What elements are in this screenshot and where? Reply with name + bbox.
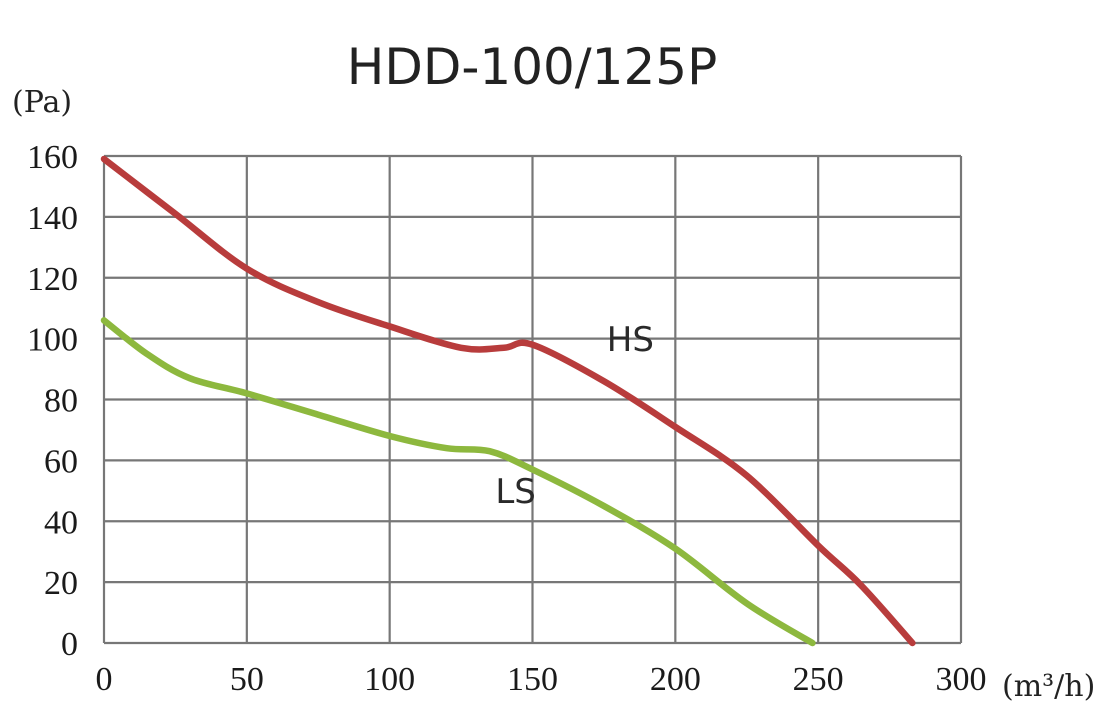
x-axis-unit-label: (m³/h) xyxy=(1002,669,1095,704)
y-tick-label: 80 xyxy=(44,383,78,420)
y-tick-label: 40 xyxy=(44,504,78,541)
x-tick-label: 150 xyxy=(507,661,558,698)
grid xyxy=(102,154,963,645)
x-tick-label: 0 xyxy=(96,661,113,698)
chart-title: HDD-100/125P xyxy=(347,38,718,96)
x-tick-label: 300 xyxy=(936,661,987,698)
series-line-ls xyxy=(100,317,816,647)
y-tick-label: 20 xyxy=(44,565,78,602)
x-tick-label: 250 xyxy=(793,661,844,698)
x-tick-label: 200 xyxy=(650,661,701,698)
series-layer xyxy=(100,155,916,647)
series-labels: HS LS xyxy=(495,320,654,512)
x-tick-label: 100 xyxy=(364,661,415,698)
series-line-hs xyxy=(100,155,916,647)
x-tick-label: 50 xyxy=(230,661,264,698)
tick-labels: 0 50 100 150 200 250 300 0 20 40 60 80 100 120 140 160 xyxy=(27,139,987,698)
y-axis-unit-label: (Pa) xyxy=(12,85,72,120)
series-label-hs: HS xyxy=(607,320,654,360)
y-tick-label: 0 xyxy=(61,626,78,663)
y-tick-label: 140 xyxy=(27,200,78,237)
series-label-ls: LS xyxy=(495,472,536,512)
y-tick-label: 120 xyxy=(27,261,78,298)
y-tick-label: 60 xyxy=(44,443,78,480)
y-tick-label: 160 xyxy=(27,139,78,176)
y-tick-label: 100 xyxy=(27,322,78,359)
